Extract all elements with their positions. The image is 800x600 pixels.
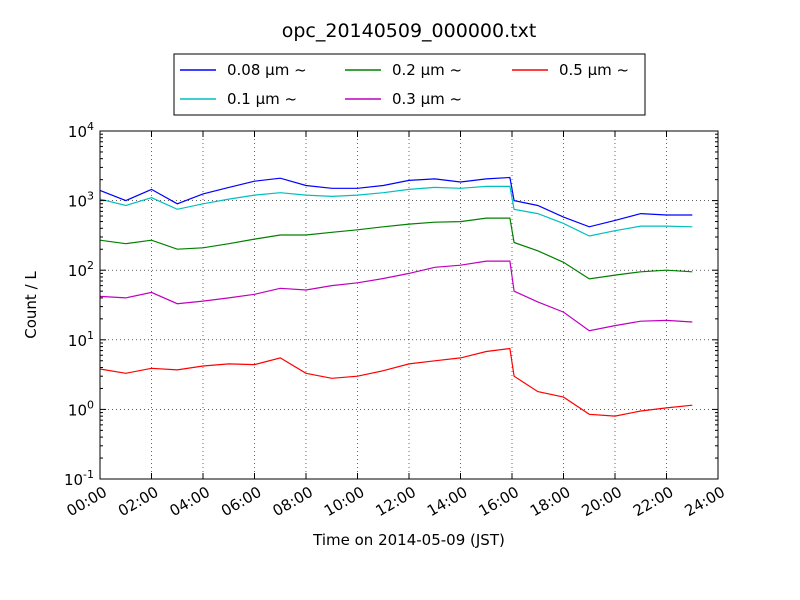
y-tick-base: 10 <box>68 123 87 141</box>
x-tick-label: 06:00 <box>218 483 264 520</box>
legend-label: 0.2 μm ~ <box>392 61 462 79</box>
x-tick-label: 18:00 <box>527 483 573 520</box>
legend-label: 0.3 μm ~ <box>392 90 462 108</box>
y-tick-base: 10 <box>64 471 83 489</box>
x-tick-label: 02:00 <box>115 483 161 520</box>
x-tick-label: 22:00 <box>630 483 676 520</box>
series-lines <box>99 176 693 417</box>
y-tick-label: 10-1 <box>64 468 94 489</box>
y-axis-title: Count / L <box>22 271 40 339</box>
axis-ticks <box>99 130 719 480</box>
series-line-2 <box>99 217 693 280</box>
y-tick-exponent: -1 <box>83 468 94 481</box>
y-tick-exponent: 3 <box>87 190 94 203</box>
y-tick-base: 10 <box>68 262 87 280</box>
x-tick-label: 20:00 <box>579 483 625 520</box>
x-axis-title: Time on 2014-05-09 (JST) <box>312 531 505 549</box>
x-tick-label: 08:00 <box>270 483 316 520</box>
x-tick-label: 16:00 <box>476 483 522 520</box>
grid-lines <box>100 131 718 479</box>
y-tick-label: 100 <box>68 398 94 419</box>
legend-box <box>173 53 646 116</box>
x-tick-label: 10:00 <box>321 483 367 520</box>
y-tick-exponent: 2 <box>87 259 94 272</box>
series-line-1 <box>99 185 693 237</box>
legend-label: 0.08 μm ~ <box>227 61 307 79</box>
x-tick-labels: 00:00 02:00 04:00 06:00 08:00 10:00 12:00 14:00… <box>64 483 728 520</box>
legend-label: 0.5 μm ~ <box>559 61 629 79</box>
y-tick-exponent: 4 <box>87 120 94 133</box>
y-tick-base: 10 <box>68 332 87 350</box>
chart-title: opc_20140509_000000.txt <box>282 20 537 42</box>
x-tick-label: 04:00 <box>167 483 213 520</box>
y-tick-exponent: 0 <box>87 398 94 411</box>
x-tick-label: 12:00 <box>373 483 419 520</box>
y-tick-label: 101 <box>68 329 94 350</box>
x-tick-label: 14:00 <box>424 483 470 520</box>
y-tick-base: 10 <box>68 193 87 211</box>
series-line-0 <box>99 176 693 228</box>
y-tick-label: 103 <box>68 190 94 211</box>
y-tick-label: 104 <box>68 120 94 141</box>
y-tick-exponent: 1 <box>87 329 94 342</box>
legend-label: 0.1 μm ~ <box>227 90 297 108</box>
y-tick-label: 102 <box>68 259 94 280</box>
x-tick-label: 24:00 <box>682 483 728 520</box>
legend: 0.08 μm ~ 0.1 μm ~ 0.2 μm ~ 0.3 μm ~ 0.5 μm … <box>173 53 646 116</box>
series-line-4 <box>99 347 693 417</box>
y-tick-base: 10 <box>68 401 87 419</box>
series-line-3 <box>99 260 693 332</box>
